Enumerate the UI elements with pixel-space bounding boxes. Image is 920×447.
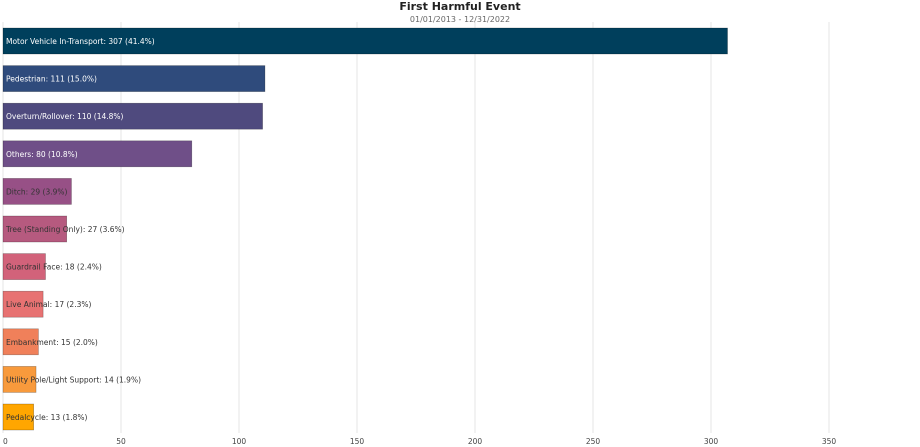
bar-3[interactable] — [2, 140, 193, 168]
bar-9[interactable] — [2, 366, 37, 393]
x-tick-label-250: 250 — [586, 437, 601, 446]
x-tick-label-350: 350 — [822, 437, 837, 446]
bar-5[interactable] — [2, 215, 68, 243]
bar-label-4: Ditch: 29 (3.9%) — [6, 187, 67, 196]
bar-1[interactable] — [2, 65, 266, 92]
chart-title: First Harmful Event — [399, 0, 521, 13]
bar-label-9: Utility Pole/Light Support: 14 (1.9%) — [6, 375, 141, 384]
bar-label-6: Guardrail Face: 18 (2.4%) — [6, 263, 102, 272]
x-tick-label-200: 200 — [468, 437, 483, 446]
bar-label-10: Pedalcycle: 13 (1.8%) — [6, 413, 88, 422]
chart-subtitle: 01/01/2013 - 12/31/2022 — [409, 15, 511, 24]
bar-label-7: Live Animal: 17 (2.3%) — [6, 300, 91, 309]
x-tick-label-150: 150 — [350, 437, 365, 446]
bar-7[interactable] — [2, 290, 44, 318]
bar-label-5: Tree (Standing Only): 27 (3.6%) — [5, 225, 125, 234]
x-tick-label-300: 300 — [704, 437, 719, 446]
bar-6[interactable] — [2, 253, 46, 280]
bar-label-0: Motor Vehicle In-Transport: 307 (41.4%) — [6, 37, 155, 46]
x-tick-label-100: 100 — [232, 437, 247, 446]
bar-0[interactable] — [2, 27, 728, 55]
x-tick-label-0: 0 — [3, 437, 8, 446]
bar-label-8: Embankment: 15 (2.0%) — [6, 338, 98, 347]
bar-label-3: Others: 80 (10.8%) — [6, 150, 78, 159]
bar-label-2: Overturn/Rollover: 110 (14.8%) — [6, 112, 124, 121]
bar-2[interactable] — [2, 102, 263, 130]
bar-4[interactable] — [2, 178, 72, 205]
x-tick-label-50: 50 — [116, 437, 126, 446]
bar-label-1: Pedestrian: 111 (15.0%) — [6, 75, 97, 84]
bar-10[interactable] — [2, 403, 34, 431]
bar-8[interactable] — [2, 328, 39, 356]
